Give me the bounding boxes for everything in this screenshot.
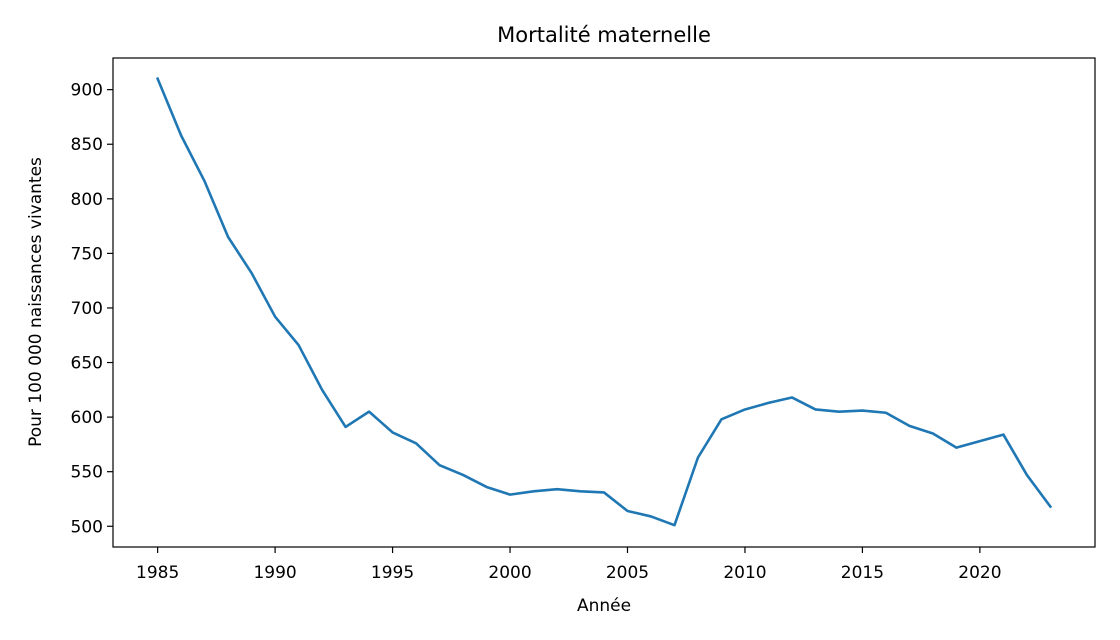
x-tick-label: 2015: [841, 563, 884, 583]
y-tick-label: 900: [71, 81, 103, 101]
y-axis-title: Pour 100 000 naissances vivantes: [26, 157, 46, 447]
series-line: [155, 77, 1053, 527]
x-tick-label: 1985: [136, 563, 179, 583]
x-tick-label: 2000: [488, 563, 531, 583]
y-tick-label: 650: [71, 354, 103, 374]
y-tick-label: 700: [71, 299, 103, 319]
y-tick-label: 500: [71, 517, 103, 537]
plot-frame: [112, 57, 1096, 548]
y-tick-label: 800: [71, 190, 103, 210]
series-group: [155, 77, 1053, 527]
y-tick-label: 550: [71, 463, 103, 483]
x-tick-label: 1995: [371, 563, 414, 583]
x-tick-label: 2005: [606, 563, 649, 583]
x-tick-label: 1990: [253, 563, 296, 583]
x-tick-label: 2010: [723, 563, 766, 583]
y-tick-label: 750: [71, 244, 103, 264]
y-tick-label: 600: [71, 408, 103, 428]
x-axis: 1985 1990 1995 2000 2005 2010 2015 2020: [136, 547, 1002, 583]
y-axis: 500 550 600 650 700 750 800 850 900: [71, 81, 113, 537]
y-tick-label: 850: [71, 135, 103, 155]
x-axis-title: Année: [577, 596, 631, 616]
x-tick-label: 2020: [958, 563, 1001, 583]
chart-title: Mortalité maternelle: [497, 23, 711, 47]
